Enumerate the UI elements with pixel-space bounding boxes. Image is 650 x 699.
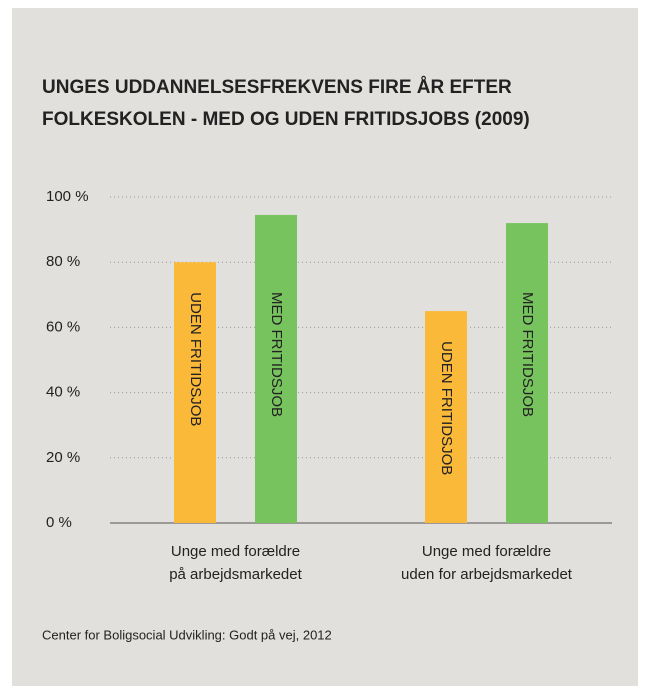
- y-tick-label: 20 %: [46, 449, 80, 466]
- bar-label: UDEN FRITIDSJOB: [187, 292, 204, 426]
- bar-label: MED FRITIDSJOB: [268, 292, 285, 417]
- x-tick-label: uden for arbejdsmarkedet: [401, 566, 573, 583]
- bar-label: UDEN FRITIDSJOB: [438, 341, 455, 475]
- chart-title: FOLKESKOLEN - MED OG UDEN FRITIDSJOBS (2…: [42, 109, 530, 130]
- y-tick-label: 40 %: [46, 384, 80, 401]
- y-tick-label: 0 %: [46, 514, 72, 531]
- x-tick-label: på arbejdsmarkedet: [169, 566, 302, 583]
- source: Center for Boligsocial Udvikling: Godt p…: [42, 627, 332, 642]
- x-tick-label: Unge med forældre: [422, 543, 551, 560]
- bar-label: MED FRITIDSJOB: [519, 292, 536, 417]
- bar: [255, 214, 297, 523]
- chart-title: UNGES UDDANNELSESFREKVENS FIRE ÅR EFTER: [42, 77, 512, 98]
- bar: [506, 223, 548, 523]
- y-tick-label: 80 %: [46, 253, 80, 270]
- bar: [425, 311, 467, 523]
- x-tick-label: Unge med forældre: [171, 543, 300, 560]
- bar: [174, 262, 216, 523]
- y-tick-label: 100 %: [46, 188, 89, 205]
- y-tick-label: 60 %: [46, 318, 80, 335]
